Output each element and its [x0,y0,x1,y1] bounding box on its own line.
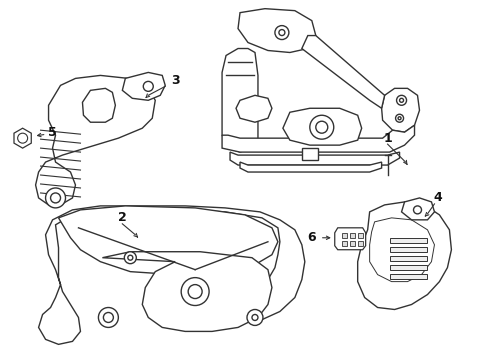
Circle shape [414,206,421,214]
Circle shape [46,188,66,208]
Text: 4: 4 [433,192,442,204]
Polygon shape [36,75,155,205]
Polygon shape [222,125,415,152]
Text: 3: 3 [171,74,179,87]
Polygon shape [283,108,362,145]
Polygon shape [302,36,385,108]
Polygon shape [350,241,355,246]
Polygon shape [222,49,258,152]
Polygon shape [122,72,165,100]
Polygon shape [335,228,366,250]
Polygon shape [102,252,272,332]
Circle shape [310,115,334,139]
Polygon shape [58,206,278,275]
Circle shape [316,121,328,133]
Polygon shape [390,238,427,243]
Polygon shape [342,233,347,238]
Text: 2: 2 [118,211,127,224]
Circle shape [188,285,202,298]
Polygon shape [369,218,435,282]
Polygon shape [350,233,355,238]
Polygon shape [401,198,435,220]
Polygon shape [230,152,399,165]
Polygon shape [342,241,347,246]
Polygon shape [240,162,382,172]
Polygon shape [390,274,427,279]
Polygon shape [39,206,305,345]
Text: 5: 5 [48,126,57,139]
Polygon shape [358,202,451,310]
Circle shape [279,30,285,36]
Polygon shape [236,95,272,122]
Polygon shape [390,247,427,252]
Circle shape [398,117,401,120]
Circle shape [396,95,407,105]
Polygon shape [382,88,419,132]
Polygon shape [302,148,318,160]
Text: 1: 1 [383,132,392,145]
Circle shape [399,98,404,102]
Polygon shape [14,128,31,148]
Polygon shape [238,9,316,53]
Circle shape [18,133,27,143]
Circle shape [103,312,113,323]
Circle shape [275,26,289,40]
Circle shape [128,255,133,260]
Polygon shape [390,256,427,261]
Circle shape [124,252,136,264]
Circle shape [395,114,404,122]
Circle shape [143,81,153,91]
Circle shape [98,307,119,328]
Text: 6: 6 [308,231,316,244]
Polygon shape [390,265,427,270]
Circle shape [181,278,209,306]
Polygon shape [358,241,363,246]
Circle shape [247,310,263,325]
Circle shape [252,315,258,320]
Circle shape [50,193,61,203]
Polygon shape [358,233,363,238]
Polygon shape [82,88,115,122]
